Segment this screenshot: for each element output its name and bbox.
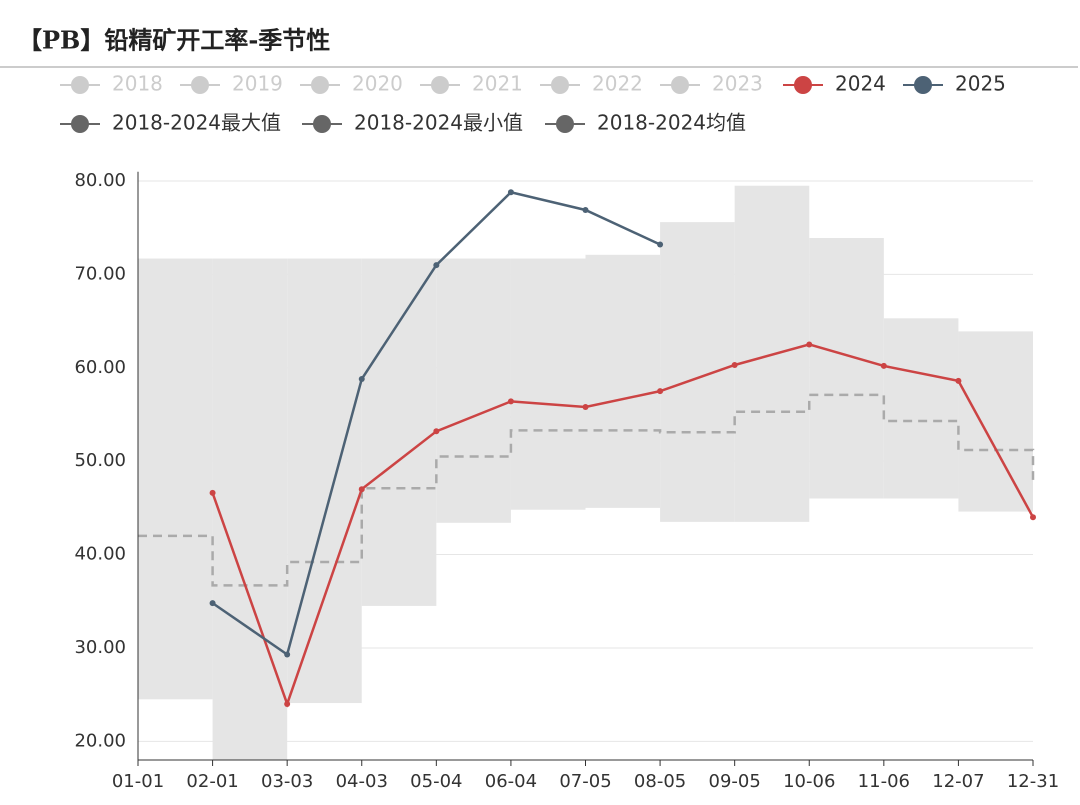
x-tick-label: 09-05: [709, 771, 761, 792]
mean-line: [138, 393, 1035, 587]
legend-symbol: [551, 76, 569, 94]
y-tick-label: 80.00: [74, 170, 126, 191]
x-tick-label: 05-04: [410, 771, 462, 792]
legend-label[interactable]: 2023: [712, 72, 763, 96]
legend-symbol: [71, 76, 89, 94]
legend-label[interactable]: 2020: [352, 72, 403, 96]
legend-symbol: [71, 115, 89, 133]
x-tick-label: 01-01: [112, 771, 164, 792]
legend-label[interactable]: 2021: [472, 72, 523, 96]
legend-symbol: [914, 76, 932, 94]
legend-label[interactable]: 2024: [835, 72, 886, 96]
y-tick-label: 60.00: [74, 357, 126, 378]
range-band: [883, 318, 959, 499]
x-tick-label: 07-05: [559, 771, 611, 792]
data-point: [507, 398, 514, 405]
data-point: [433, 262, 440, 269]
range-band: [436, 258, 511, 523]
x-tick-label: 02-01: [186, 771, 238, 792]
legend-label[interactable]: 2018-2024均值: [597, 111, 746, 135]
data-point: [507, 189, 514, 196]
legend-label[interactable]: 2019: [232, 72, 283, 96]
chart-title: 【PB】铅精矿开工率-季节性: [18, 26, 330, 55]
x-tick-label: 11-06: [858, 771, 910, 792]
data-point: [582, 404, 589, 411]
x-tick-label: 12-07: [932, 771, 984, 792]
x-tick-label: 03-03: [261, 771, 313, 792]
legend-label[interactable]: 2018-2024最大值: [112, 111, 281, 135]
x-tick-label: 04-03: [336, 771, 388, 792]
data-point: [209, 600, 216, 607]
y-tick-label: 50.00: [74, 450, 126, 471]
data-point: [284, 700, 291, 707]
legend-label[interactable]: 2025: [955, 72, 1006, 96]
legend-label[interactable]: 2018: [112, 72, 163, 96]
data-point: [731, 361, 738, 368]
legend-symbol: [671, 76, 689, 94]
y-tick-label: 70.00: [74, 263, 126, 284]
legend-symbol: [311, 76, 329, 94]
y-tick-label: 40.00: [74, 544, 126, 565]
legend-label[interactable]: 2022: [592, 72, 643, 96]
range-band: [361, 258, 437, 606]
range-band: [212, 258, 288, 760]
x-tick-label: 12-31: [1007, 771, 1059, 792]
series-line: [211, 343, 1035, 708]
data-point: [880, 362, 887, 369]
x-tick-label: 10-06: [783, 771, 835, 792]
data-point: [657, 241, 664, 248]
legend-symbol: [794, 76, 812, 94]
range-band: [510, 258, 586, 510]
range-band: [809, 238, 884, 499]
data-point: [1030, 514, 1036, 521]
range-band: [585, 254, 661, 508]
data-point: [582, 206, 589, 213]
legend-symbol: [556, 115, 574, 133]
data-point: [209, 489, 216, 496]
data-point: [955, 377, 962, 384]
x-tick-label: 08-05: [634, 771, 686, 792]
data-point: [358, 486, 365, 493]
data-point: [358, 376, 365, 383]
legend-symbol: [313, 115, 331, 133]
data-point: [806, 341, 813, 348]
legend-symbol: [191, 76, 209, 94]
range-band: [287, 258, 362, 704]
y-tick-label: 20.00: [74, 730, 126, 751]
range-band: [138, 258, 213, 700]
x-tick-label: 06-04: [485, 771, 537, 792]
range-band: [660, 222, 735, 522]
y-tick-label: 30.00: [74, 637, 126, 658]
range-band: [958, 331, 1033, 512]
data-point: [657, 388, 664, 395]
data-point: [433, 428, 440, 435]
legend-label[interactable]: 2018-2024最小值: [354, 111, 523, 135]
legend-symbol: [431, 76, 449, 94]
data-point: [284, 651, 291, 658]
